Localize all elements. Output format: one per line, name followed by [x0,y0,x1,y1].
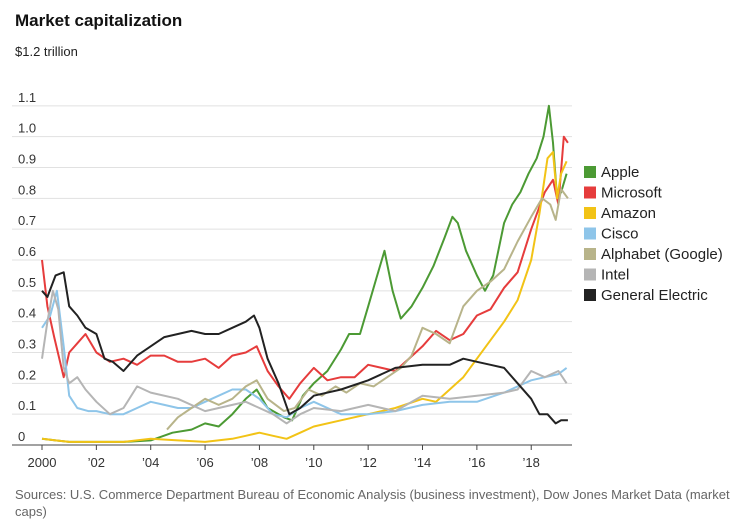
legend-label-intel: Intel [601,267,629,284]
y-tick-0: 0 [18,429,25,444]
y-tick-0.1: 0.1 [18,398,36,413]
chart-title: Market capitalization [15,11,182,30]
source-note-line-1: Sources: U.S. Commerce Department Bureau… [15,487,730,502]
legend-label-cisco: Cisco [601,226,639,243]
legend-swatch-alphabet-google [584,248,596,260]
y-tick-0.2: 0.2 [18,367,36,382]
x-axis-ticks: 2000 ’02 ’04 ’06 ’08 ’10 ’12 ’14 ’16 ’18 [28,445,540,470]
x-tick-2002: ’02 [88,455,105,470]
x-tick-2008: ’08 [251,455,268,470]
legend-swatch-cisco [584,227,596,240]
y-tick-0.7: 0.7 [18,213,36,228]
y-unit-label: $1.2 trillion [15,44,78,59]
legend-label-general-electric: General Electric [601,287,708,304]
y-tick-0.8: 0.8 [18,182,36,197]
x-tick-2018: ’18 [523,455,540,470]
gridlines [12,105,572,446]
x-tick-2016: ’16 [468,455,485,470]
x-tick-2012: ’12 [359,455,376,470]
legend-swatch-general-electric [584,289,596,301]
legend-swatch-apple [584,166,596,178]
x-tick-2000: 2000 [28,455,57,470]
series-line-apple [41,104,568,443]
legend-label-apple: Apple [601,164,639,181]
series-lines [41,104,569,443]
series-line-microsoft [41,135,569,400]
y-tick-0.4: 0.4 [18,306,36,321]
legend: Apple Microsoft Amazon Cisco Alphabet (Googl… [584,164,723,304]
series-line-general-electric [41,271,568,425]
y-tick-1.1: 1.1 [18,90,36,105]
series-line-intel [41,289,568,425]
series-line-alphabet-google [166,188,569,431]
y-tick-0.5: 0.5 [18,275,36,290]
legend-label-amazon: Amazon [601,205,656,222]
legend-swatch-microsoft [584,186,596,199]
y-tick-0.9: 0.9 [18,152,36,167]
x-tick-2006: ’06 [196,455,213,470]
legend-swatch-amazon [584,207,596,219]
y-tick-1.0: 1.0 [18,121,36,136]
x-tick-2014: ’14 [414,455,431,470]
x-tick-2010: ’10 [305,455,322,470]
legend-label-alphabet-google: Alphabet (Google) [601,246,723,263]
legend-swatch-intel [584,268,596,281]
y-tick-0.3: 0.3 [18,337,36,352]
series-line-cisco [41,289,568,419]
x-tick-2004: ’04 [142,455,159,470]
y-axis-ticks: 0 0.1 0.2 0.3 0.4 0.5 0.6 0.7 0.8 0.9 1.0 1.1 [18,90,36,444]
y-tick-0.6: 0.6 [18,244,36,259]
legend-label-microsoft: Microsoft [601,185,663,202]
source-note-line-2: caps) [15,504,47,519]
